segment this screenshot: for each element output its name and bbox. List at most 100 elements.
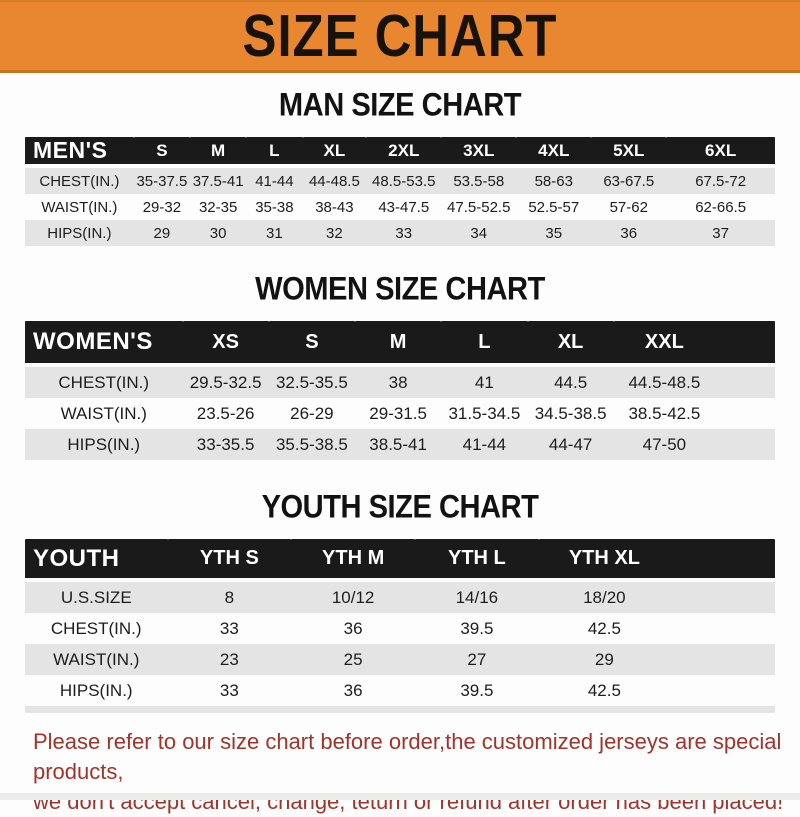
size-value-cell: 44-48.5: [308, 172, 360, 190]
women-size-table: WOMEN'S XS S M L XL XXL CHEST(IN.) 29.5-32.5 32.5…: [25, 321, 775, 460]
size-table-header-row: YOUTH YTH S YTH M YTH L YTH XL: [25, 539, 775, 582]
size-value-cell: 38-43: [315, 198, 354, 216]
size-value-cell: 27: [467, 649, 487, 669]
size-value-cell: 29-32: [142, 198, 182, 216]
women-size-chart-title: WOMEN SIZE CHART: [255, 271, 545, 308]
youth-size-chart-title: YOUTH SIZE CHART: [261, 489, 539, 526]
size-table-header-row: MEN'S S M L XL 2XL 3XL 4XL 5XL 6XL: [25, 137, 775, 168]
size-value-cell: 36: [343, 618, 363, 638]
size-value-cell: 8: [224, 587, 235, 607]
measurement-row: WAIST(IN.) 29-32 32-35 35-38 38-43 43-47.5 47.…: [25, 194, 775, 220]
row-label: CHEST(IN.): [39, 172, 120, 190]
size-value-cell: 32: [326, 224, 343, 242]
size-value-cell: 29: [594, 649, 614, 669]
size-value-cell: 30: [209, 224, 227, 242]
row-label: WAIST(IN.): [53, 649, 140, 669]
size-value-cell: 44.5: [554, 372, 588, 392]
order-policy-note: Please refer to our size chart before or…: [33, 727, 800, 817]
order-policy-line-2: we don't accept cancel, change, teturn o…: [33, 789, 784, 814]
size-value-cell: 37.5-41: [192, 172, 244, 190]
size-value-cell: 25: [343, 649, 363, 669]
youth-size-table: YOUTH YTH S YTH M YTH L YTH XL U.S.SIZE 8 10/12…: [25, 539, 775, 706]
size-value-cell: 47.5-52.5: [447, 198, 511, 216]
size-value-cell: 32.5-35.5: [275, 372, 348, 392]
size-value-cell: 41: [474, 372, 494, 392]
size-value-cell: 32-35: [198, 198, 238, 216]
size-value-cell: 58-63: [534, 172, 573, 190]
size-column-header: 5XL: [591, 137, 667, 168]
size-value-cell: 52.5-57: [528, 198, 580, 216]
size-value-cell: 37: [712, 224, 729, 242]
size-value-cell: 43-47.5: [378, 198, 430, 216]
size-value-cell: 44.5-48.5: [628, 372, 701, 392]
youth-table-bottom-strip: [25, 706, 775, 713]
size-value-cell: 33: [219, 680, 239, 700]
measurement-row: CHEST(IN.) 33 36 39.5 42.5: [25, 613, 775, 644]
measurement-row: HIPS(IN.) 29 30 31 32 33 34 35 36 37: [25, 220, 775, 246]
order-policy-line-1: Please refer to our size chart before or…: [33, 729, 782, 784]
row-label: CHEST(IN.): [58, 372, 150, 392]
table-corner-label: WOMEN'S: [25, 321, 183, 367]
men-size-chart-title: MAN SIZE CHART: [278, 87, 522, 124]
size-value-cell: 33-35.5: [196, 434, 255, 454]
size-column-header: M: [190, 137, 247, 168]
size-value-cell: 18/20: [583, 587, 626, 607]
size-value-cell: 23: [219, 649, 239, 669]
measurement-row: WAIST(IN.) 23.5-26 26-29 29-31.5 31.5-34.5 34…: [25, 398, 775, 429]
row-label: HIPS(IN.): [47, 224, 112, 242]
size-value-cell: 33: [219, 618, 239, 638]
banner-title: SIZE CHART: [242, 2, 558, 70]
table-corner-label: MEN'S: [25, 137, 134, 168]
size-column-header: XL: [527, 321, 614, 367]
measurement-row: CHEST(IN.) 29.5-32.5 32.5-35.5 38 41 44.5 44.5…: [25, 367, 775, 398]
size-column-header: XL: [302, 137, 367, 168]
size-value-cell: 14/16: [455, 587, 499, 607]
row-label: WAIST(IN.): [60, 403, 147, 423]
size-value-cell: 42.5: [587, 680, 621, 700]
size-column-header: YTH XL: [538, 539, 775, 582]
size-value-cell: 31: [266, 224, 283, 242]
size-value-cell: 53.5-58: [453, 172, 505, 190]
row-label: U.S.SIZE: [60, 587, 132, 607]
size-value-cell: 38.5-42.5: [628, 403, 701, 423]
size-column-header: 4XL: [516, 137, 592, 168]
size-value-cell: 35: [545, 224, 563, 242]
size-value-cell: 29.5-32.5: [189, 372, 262, 392]
size-table-header-row: WOMEN'S XS S M L XL XXL: [25, 321, 775, 367]
size-value-cell: 33: [395, 224, 413, 242]
size-value-cell: 34: [470, 224, 488, 242]
size-chart-banner: SIZE CHART: [0, 0, 800, 73]
measurement-row: HIPS(IN.) 33-35.5 35.5-38.5 38.5-41 41-44 44-…: [25, 429, 775, 460]
size-value-cell: 29: [153, 224, 171, 242]
size-column-header: YTH M: [291, 539, 415, 582]
size-value-cell: 35-38: [255, 198, 294, 216]
size-column-header: 6XL: [666, 137, 775, 168]
size-value-cell: 26-29: [290, 403, 334, 423]
size-column-header: L: [441, 321, 528, 367]
size-column-header: 2XL: [366, 137, 442, 168]
measurement-row: WAIST(IN.) 23 25 27 29: [25, 644, 775, 675]
size-value-cell: 10/12: [331, 587, 375, 607]
size-value-cell: 63-67.5: [603, 172, 655, 190]
size-value-cell: 57-62: [609, 198, 648, 216]
size-value-cell: 67.5-72: [695, 172, 747, 190]
row-label: HIPS(IN.): [59, 680, 133, 700]
size-column-header: S: [133, 137, 190, 168]
size-column-header: L: [246, 137, 303, 168]
measurement-row: U.S.SIZE 8 10/12 14/16 18/20: [25, 582, 775, 613]
size-value-cell: 39.5: [460, 680, 494, 700]
measurement-row: HIPS(IN.) 33 36 39.5 42.5: [25, 675, 775, 706]
men-section: MAN SIZE CHART MEN'S S M L XL 2XL 3XL 4XL 5XL 6XL…: [0, 88, 800, 246]
row-label: WAIST(IN.): [41, 198, 118, 216]
size-value-cell: 47-50: [642, 434, 687, 454]
size-value-cell: 39.5: [460, 618, 494, 638]
size-value-cell: 44-47: [548, 434, 593, 454]
youth-section: YOUTH SIZE CHART YOUTH YTH S YTH M YTH L YTH…: [0, 490, 800, 713]
measurement-row: CHEST(IN.) 35-37.5 37.5-41 41-44 44-48.5 48.5…: [25, 168, 775, 194]
size-value-cell: 41-44: [462, 434, 507, 454]
size-value-cell: 38.5-41: [369, 434, 427, 454]
size-value-cell: 38: [388, 372, 408, 392]
size-value-cell: 34.5-38.5: [534, 403, 607, 423]
size-value-cell: 23.5-26: [196, 403, 255, 423]
size-column-header: XXL: [613, 321, 775, 367]
